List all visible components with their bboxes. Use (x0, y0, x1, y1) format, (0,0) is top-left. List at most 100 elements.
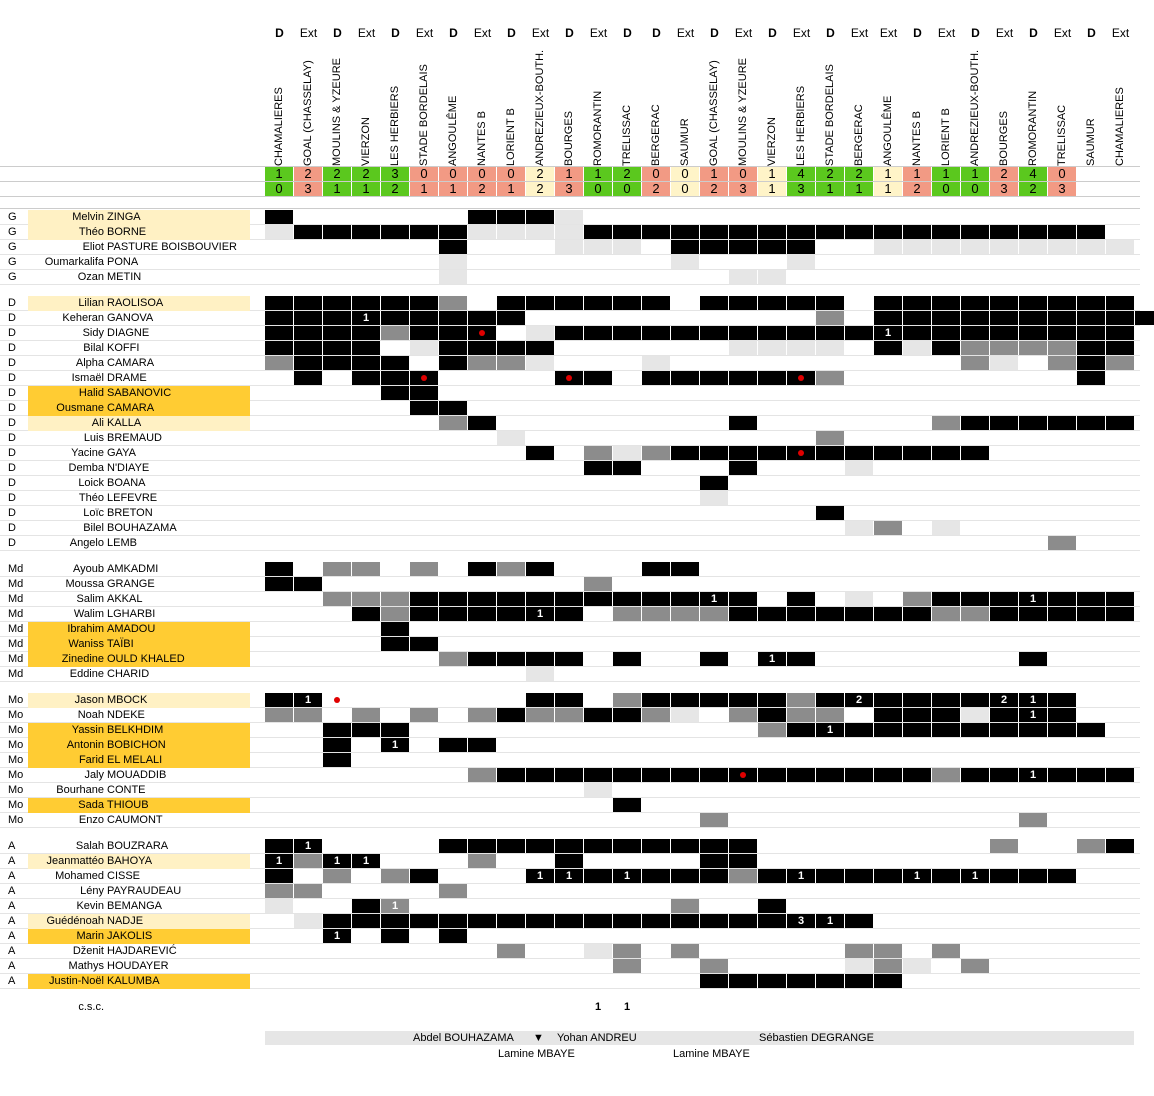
appearance-cell (1048, 296, 1076, 310)
appearance-cell (700, 914, 728, 928)
goals-against: 0 (584, 182, 612, 196)
own-goal-count: 1 (594, 1001, 602, 1013)
player-last-name: THIOUB (107, 799, 149, 811)
opponent-label: ROMORANTIN (592, 90, 604, 166)
appearance-cell (787, 592, 815, 606)
appearance-cell (555, 839, 583, 853)
appearance-cell (961, 959, 989, 973)
appearance-cell (932, 944, 960, 958)
goals-against: 2 (642, 182, 670, 196)
opponent-name: NANTES B (903, 36, 932, 166)
appearance-cell (323, 929, 351, 943)
appearance-cell (990, 592, 1018, 606)
player-last-name: NDEKE (107, 709, 145, 721)
appearance-cell (497, 839, 525, 853)
opponent-label: ANDREZIEUX-BOUTH. (534, 49, 546, 166)
appearance-cell (468, 210, 496, 224)
player-first-name: Kevin (76, 900, 104, 912)
appearance-cell (497, 356, 525, 370)
row-divider (0, 254, 1140, 255)
opponent-label: BOURGES (998, 110, 1010, 166)
appearance-cell (613, 592, 641, 606)
player-position: Mo (8, 814, 24, 826)
goals-against: 2 (1019, 182, 1047, 196)
appearance-cell (816, 225, 844, 239)
appearance-cell (265, 356, 293, 370)
appearance-cell (642, 562, 670, 576)
player-position: D (8, 312, 16, 324)
appearance-cell (1106, 311, 1134, 325)
divider (0, 181, 1140, 182)
appearance-cell (613, 869, 641, 883)
appearance-cell (932, 416, 960, 430)
opponent-name: SAUMUR (671, 36, 700, 166)
venue-label: D (768, 26, 777, 40)
goals-for: 0 (671, 167, 699, 181)
appearance-cell (613, 768, 641, 782)
appearance-cell (874, 768, 902, 782)
player-first-name: Lény (80, 885, 104, 897)
appearance-cell (816, 296, 844, 310)
player-position: Mo (8, 724, 24, 736)
appearance-cell (1019, 296, 1047, 310)
appearance-cell (903, 326, 931, 340)
goal-count: 1 (971, 870, 979, 882)
venue-label: Ext (531, 26, 550, 40)
appearance-cell (874, 723, 902, 737)
opponent-label: BERGERAC (650, 104, 662, 166)
goals-against: 3 (294, 182, 322, 196)
opponent-label: NANTES B (911, 110, 923, 166)
appearance-cell (497, 768, 525, 782)
player-position: D (8, 417, 16, 429)
opponent-name: NANTES B (468, 36, 497, 166)
appearance-cell (671, 693, 699, 707)
appearance-cell (642, 296, 670, 310)
appearance-cell (874, 607, 902, 621)
row-divider (0, 550, 1140, 551)
appearance-cell (613, 461, 641, 475)
goals-against: 1 (816, 182, 844, 196)
appearance-cell (845, 944, 873, 958)
appearance-cell (787, 708, 815, 722)
appearance-cell (671, 944, 699, 958)
appearance-cell (903, 959, 931, 973)
player-first-name: Walim (73, 608, 104, 620)
appearance-cell (729, 240, 757, 254)
appearance-cell (1077, 723, 1105, 737)
appearance-cell (1019, 723, 1047, 737)
appearance-cell (410, 607, 438, 621)
appearance-cell (1019, 607, 1047, 621)
goals-for: 2 (845, 167, 873, 181)
appearance-cell (932, 326, 960, 340)
appearance-cell (1019, 813, 1047, 827)
appearance-cell (758, 974, 786, 988)
goals-for: 0 (410, 167, 438, 181)
player-first-name: Théo (78, 492, 104, 504)
appearance-cell (294, 884, 322, 898)
appearance-cell (584, 296, 612, 310)
player-position: D (8, 402, 16, 414)
appearance-cell (555, 592, 583, 606)
row-divider (0, 651, 1140, 652)
appearance-cell (1077, 371, 1105, 385)
appearance-cell (410, 326, 438, 340)
appearance-cell (961, 326, 989, 340)
player-first-name: Bourhane (56, 784, 104, 796)
appearance-cell (294, 577, 322, 591)
player-last-name: BOUZRARA (107, 840, 169, 852)
appearance-cell (613, 944, 641, 958)
appearance-cell (816, 371, 844, 385)
appearance-cell (381, 386, 409, 400)
appearance-cell (758, 446, 786, 460)
appearance-cell (1077, 839, 1105, 853)
appearance-cell (816, 341, 844, 355)
appearance-cell (845, 607, 873, 621)
appearance-cell (874, 240, 902, 254)
appearance-cell (874, 225, 902, 239)
player-highlight (28, 296, 250, 311)
player-position: Mo (8, 709, 24, 721)
appearance-cell (1135, 311, 1154, 325)
appearance-cell (294, 914, 322, 928)
appearance-cell (352, 607, 380, 621)
coach-name: Abdel BOUHAZAMA (413, 1032, 514, 1044)
